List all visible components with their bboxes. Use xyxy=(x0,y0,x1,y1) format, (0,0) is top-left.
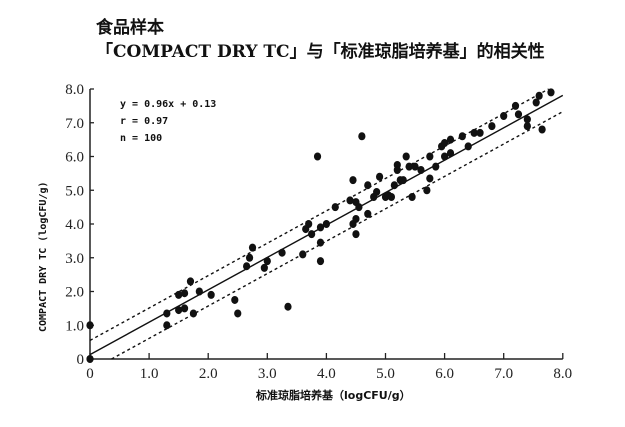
data-point xyxy=(355,203,363,212)
data-point xyxy=(352,230,360,239)
data-point xyxy=(500,112,508,120)
annotation-equation: y = 0.96x + 0.13 xyxy=(120,99,216,110)
x-tick-label: 3.0 xyxy=(258,366,277,382)
data-point xyxy=(358,132,366,141)
data-point xyxy=(411,162,419,171)
data-point xyxy=(180,304,189,313)
y-axis-label: COMPACT DRY TC (logCFU/g) xyxy=(38,181,49,332)
data-point xyxy=(305,220,313,228)
data-point xyxy=(547,88,555,97)
data-point xyxy=(402,152,410,161)
y-tick-label: 1.0 xyxy=(65,318,84,334)
data-point xyxy=(441,152,449,161)
data-point xyxy=(234,309,242,318)
data-point xyxy=(426,152,434,161)
data-point xyxy=(86,355,94,363)
annotation-r: r = 0.97 xyxy=(120,116,168,127)
data-point xyxy=(364,181,372,190)
x-axis-label: 标准琼脂培养基（logCFU/g） xyxy=(255,388,411,402)
annotation-n: n = 100 xyxy=(120,133,162,144)
data-point xyxy=(316,223,325,232)
data-point xyxy=(532,98,540,107)
y-tick-label: 4.0 xyxy=(65,217,84,233)
data-point xyxy=(390,181,398,190)
data-point xyxy=(248,243,257,252)
data-point xyxy=(316,238,325,247)
data-point xyxy=(349,176,357,185)
data-point xyxy=(426,174,434,183)
data-point xyxy=(322,220,330,228)
data-point xyxy=(538,125,546,134)
data-point xyxy=(464,142,472,151)
data-point xyxy=(523,122,531,131)
data-point xyxy=(535,91,543,100)
data-point xyxy=(393,166,401,174)
data-point xyxy=(284,302,292,311)
data-point xyxy=(488,122,496,131)
chart-subtitle: 「COMPACT DRY TC」与「标准琼脂培养基」的相关性 xyxy=(96,42,545,62)
data-point xyxy=(432,162,440,171)
y-tick-label: 0 xyxy=(77,352,85,368)
data-point xyxy=(189,309,198,318)
data-point xyxy=(263,257,271,266)
data-point xyxy=(186,277,195,286)
data-point xyxy=(441,139,449,147)
x-tick-label: 0 xyxy=(86,366,94,382)
data-point xyxy=(458,132,466,141)
x-tick-label: 2.0 xyxy=(199,366,218,382)
data-point xyxy=(195,287,203,296)
x-tick-label: 5.0 xyxy=(376,366,395,382)
data-point xyxy=(231,295,239,304)
data-point xyxy=(316,257,325,266)
x-tick-label: 7.0 xyxy=(494,366,513,382)
data-point xyxy=(511,101,520,110)
data-point xyxy=(446,149,455,158)
data-point xyxy=(446,135,455,144)
data-point xyxy=(299,250,307,259)
data-point xyxy=(476,128,484,137)
y-tick-label: 6.0 xyxy=(65,150,84,166)
y-tick-label: 3.0 xyxy=(65,251,84,267)
data-point xyxy=(399,176,407,185)
y-tick-label: 8.0 xyxy=(65,82,84,98)
data-point xyxy=(387,193,396,201)
data-point xyxy=(408,193,416,201)
data-point xyxy=(423,186,431,195)
data-point xyxy=(175,290,183,299)
data-point xyxy=(313,152,322,161)
data-point xyxy=(470,128,478,137)
data-point xyxy=(373,187,381,196)
x-tick-label: 8.0 xyxy=(553,366,572,382)
data-point xyxy=(308,230,316,239)
data-point xyxy=(175,306,183,315)
data-point xyxy=(278,248,286,257)
y-tick-label: 2.0 xyxy=(65,285,84,301)
y-tick-label: 7.0 xyxy=(65,116,84,132)
data-point xyxy=(514,110,523,119)
data-point xyxy=(346,196,354,205)
data-point xyxy=(405,162,413,171)
x-tick-label: 1.0 xyxy=(140,366,159,382)
data-point xyxy=(163,309,171,318)
data-point xyxy=(245,253,254,262)
x-tick-label: 6.0 xyxy=(435,366,454,382)
x-tick-label: 4.0 xyxy=(317,366,336,382)
data-point xyxy=(207,290,215,299)
data-point xyxy=(180,289,189,298)
data-point xyxy=(243,262,251,271)
data-point xyxy=(523,115,531,124)
data-point xyxy=(375,172,384,181)
data-point xyxy=(417,166,425,174)
data-point xyxy=(331,203,339,212)
y-tick-label: 5.0 xyxy=(65,183,84,199)
chart-title: 食品样本 xyxy=(96,18,164,38)
data-point xyxy=(163,321,171,330)
data-point xyxy=(352,214,360,223)
data-point xyxy=(364,209,372,218)
lower-band-line xyxy=(111,110,564,360)
data-point xyxy=(86,321,94,330)
data-point xyxy=(260,263,268,272)
